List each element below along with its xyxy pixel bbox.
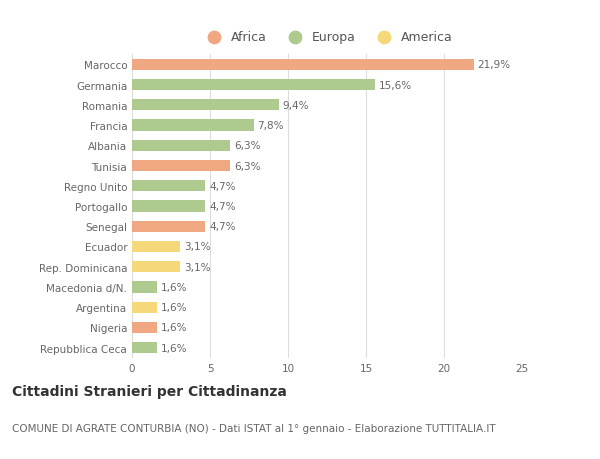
Bar [132,120,254,131]
Bar [132,60,473,71]
Bar [132,282,157,293]
Text: 4,7%: 4,7% [209,222,236,232]
Bar [132,201,205,212]
Bar [132,140,230,151]
Text: COMUNE DI AGRATE CONTURBIA (NO) - Dati ISTAT al 1° gennaio - Elaborazione TUTTIT: COMUNE DI AGRATE CONTURBIA (NO) - Dati I… [12,424,496,433]
Bar [132,322,157,333]
Text: 3,1%: 3,1% [184,242,211,252]
Bar [132,100,278,111]
Bar [132,342,157,353]
Text: Cittadini Stranieri per Cittadinanza: Cittadini Stranieri per Cittadinanza [12,384,287,398]
Text: 1,6%: 1,6% [161,302,187,313]
Text: 7,8%: 7,8% [257,121,284,131]
Text: 9,4%: 9,4% [283,101,309,111]
Text: 4,7%: 4,7% [209,181,236,191]
Bar [132,262,181,273]
Legend: Africa, Europa, America: Africa, Europa, America [201,31,453,44]
Bar [132,221,205,232]
Text: 15,6%: 15,6% [379,80,412,90]
Text: 1,6%: 1,6% [161,323,187,333]
Bar [132,161,230,172]
Text: 3,1%: 3,1% [184,262,211,272]
Text: 6,3%: 6,3% [234,141,260,151]
Text: 4,7%: 4,7% [209,202,236,212]
Text: 6,3%: 6,3% [234,161,260,171]
Bar [132,181,205,192]
Bar [132,80,376,91]
Text: 1,6%: 1,6% [161,282,187,292]
Text: 21,9%: 21,9% [478,60,511,70]
Text: 1,6%: 1,6% [161,343,187,353]
Bar [132,302,157,313]
Bar [132,241,181,252]
